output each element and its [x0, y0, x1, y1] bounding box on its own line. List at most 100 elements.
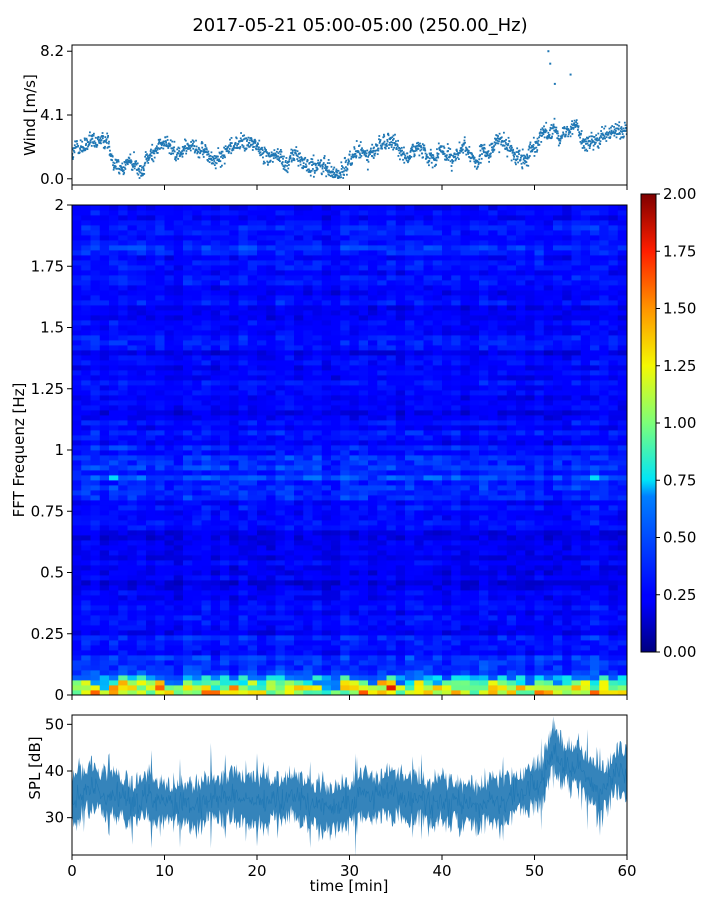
spectrogram-cell — [414, 570, 424, 576]
spectrogram-cell — [155, 565, 165, 571]
spectrogram-cell — [386, 675, 397, 681]
wind-point — [144, 161, 147, 164]
spectrogram-cell — [109, 540, 119, 546]
spectrogram-cell — [479, 560, 489, 566]
spectrogram-cell — [451, 500, 461, 506]
wind-point — [101, 137, 104, 139]
spectrogram-cell — [349, 575, 360, 581]
spectrogram-cell — [303, 545, 313, 551]
spectrogram-cell — [543, 675, 554, 681]
spectrogram-cell — [164, 590, 175, 596]
spectrogram-cell — [423, 620, 434, 626]
spectrogram-cell — [414, 690, 424, 696]
spectrogram-cell — [229, 690, 239, 696]
spectrogram-cell — [284, 680, 295, 686]
spectrogram-cell — [358, 485, 369, 491]
spectrogram-cell — [608, 555, 619, 561]
spectrogram-cell — [284, 510, 295, 516]
wind-point — [589, 143, 592, 146]
wind-point — [495, 138, 498, 140]
spectrogram-cell — [229, 540, 239, 546]
wind-point — [112, 164, 114, 167]
wind-point — [144, 155, 147, 158]
spectrogram-cell — [257, 480, 267, 486]
spectrogram-cell — [516, 625, 526, 631]
spectrogram-cell — [229, 485, 239, 491]
spectrogram-cell — [99, 590, 110, 596]
wind-point — [317, 162, 320, 165]
spectrogram-cell — [192, 670, 202, 676]
spectrogram-cell — [460, 685, 471, 691]
spectrogram-cell — [386, 575, 397, 581]
wind-point — [224, 145, 227, 148]
wind-point — [287, 161, 290, 164]
spectrogram-cell — [479, 670, 489, 676]
spectrogram-cell — [571, 665, 582, 671]
spectrogram-cell — [136, 635, 147, 641]
spectrogram-cell — [229, 495, 239, 501]
spectrogram-cell — [608, 605, 619, 611]
wind-point — [287, 167, 290, 170]
spectrogram-cell — [423, 485, 434, 491]
spectrogram-cell — [497, 520, 508, 526]
spectrogram-cell — [377, 630, 387, 636]
spectrogram-cell — [155, 570, 165, 576]
wind-point — [480, 143, 482, 146]
wind-point — [497, 135, 499, 137]
wind-point — [335, 168, 338, 171]
spectrogram-cell — [220, 640, 230, 646]
wind-point — [250, 137, 253, 139]
wind-point — [242, 145, 245, 148]
wind-point — [271, 160, 274, 163]
spectrogram-cell — [553, 495, 563, 501]
spectrogram-cell — [432, 480, 443, 486]
spectrogram-cell — [423, 530, 434, 536]
wind-point — [143, 173, 146, 175]
spectrogram-cell — [164, 675, 175, 681]
wind-point — [223, 146, 225, 149]
wind-point — [536, 150, 538, 153]
wind-point — [420, 145, 422, 147]
spectrogram-cell — [247, 595, 258, 601]
spectrogram-cell — [340, 510, 350, 516]
spectrogram-cell — [395, 525, 406, 531]
spectrogram-cell — [220, 680, 230, 686]
spectrogram-cell — [451, 525, 461, 531]
spectrogram-cell — [99, 535, 110, 541]
spectrogram-cell — [90, 640, 101, 646]
spectrogram-cell — [423, 450, 434, 456]
spectrogram-cell — [460, 640, 471, 646]
wind-point — [159, 141, 162, 144]
spectrogram-cell — [312, 620, 323, 626]
wind-point — [521, 166, 524, 169]
wind-point — [258, 148, 261, 151]
spectrogram-cell — [525, 495, 535, 501]
spectrogram-cell — [229, 620, 239, 626]
spectrogram-cell — [127, 590, 138, 596]
wind-point — [243, 149, 246, 152]
spectrogram-cell — [580, 600, 591, 606]
spectrogram-cell — [275, 550, 286, 556]
spectrogram-cell — [109, 510, 119, 516]
wind-point — [208, 157, 210, 160]
wind-point — [509, 149, 512, 152]
spectrogram-cell — [183, 620, 193, 626]
spectrogram-cell — [451, 620, 461, 626]
spectrogram-cell — [164, 645, 175, 651]
wind-point — [500, 143, 503, 146]
spectrogram-cell — [229, 635, 239, 641]
wind-point — [99, 137, 102, 140]
spectrogram-cell — [358, 605, 369, 611]
spectrogram-cell — [229, 645, 239, 651]
spectrogram-cell — [173, 545, 184, 551]
spectrogram-cell — [340, 580, 350, 586]
spectrogram-cell — [590, 595, 600, 601]
spectrogram-cell — [164, 630, 175, 636]
spectrogram-cell — [164, 495, 175, 501]
spectrogram-cell — [497, 450, 508, 456]
wind-point — [474, 165, 476, 168]
spectrogram-cell — [90, 535, 101, 541]
spectrogram-cell — [238, 540, 249, 546]
spectrogram-cell — [368, 540, 378, 546]
wind-point — [522, 158, 525, 161]
